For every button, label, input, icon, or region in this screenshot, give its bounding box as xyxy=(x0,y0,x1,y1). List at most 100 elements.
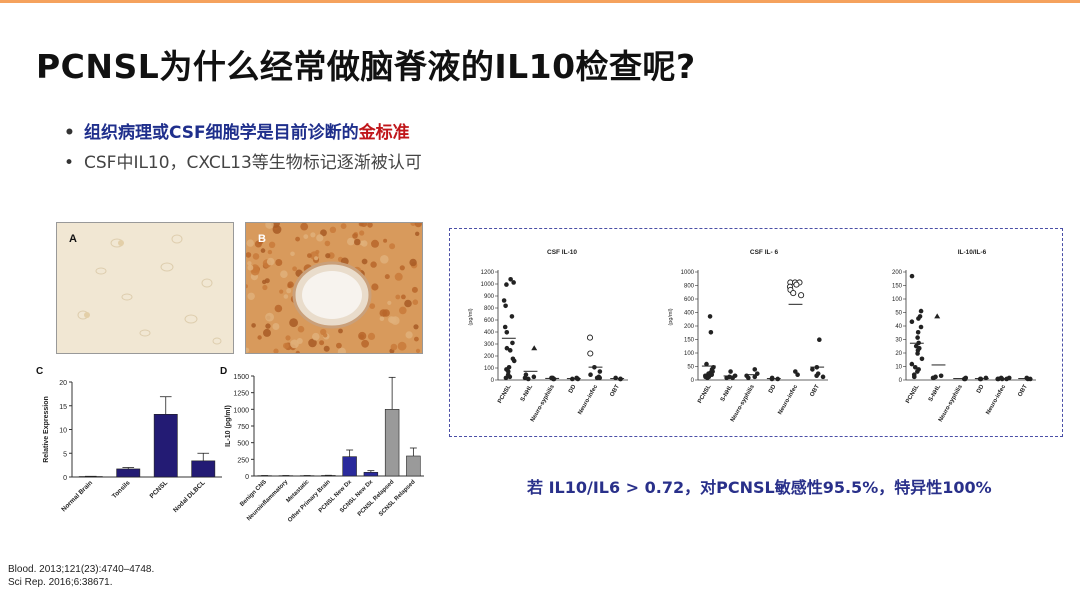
x-category-label: PCNSL Relapsed xyxy=(357,479,396,518)
cell-mark xyxy=(371,239,379,248)
data-point xyxy=(503,303,508,309)
cell-mark xyxy=(371,283,379,291)
y-axis-label: (pg/ml) xyxy=(468,308,474,325)
slide-title: PCNSL为什么经常做脑脊液的IL10检查呢? xyxy=(36,47,696,86)
cell-mark xyxy=(361,339,369,348)
cell-mark xyxy=(336,342,342,349)
data-point xyxy=(504,282,509,287)
data-point xyxy=(795,372,800,377)
x-category-label: DD xyxy=(568,383,578,394)
cell-mark xyxy=(308,338,317,348)
y-axis-label: Relative Expression xyxy=(43,396,50,463)
y-tick-label: 200 xyxy=(892,270,903,276)
cell-mark xyxy=(340,223,347,229)
bar xyxy=(406,455,421,477)
cell-mark xyxy=(260,248,266,253)
cell-mark xyxy=(329,226,337,233)
data-point xyxy=(705,375,710,381)
cell-mark xyxy=(379,316,385,321)
data-point xyxy=(798,292,805,299)
cell-mark xyxy=(273,348,279,353)
cell-mark xyxy=(287,283,292,289)
data-point xyxy=(509,314,515,319)
cell-mark xyxy=(415,231,420,236)
bar xyxy=(363,472,379,477)
data-point xyxy=(793,369,798,374)
cell-mark xyxy=(292,266,297,272)
reference-2: Sci Rep. 2016;6:38671. xyxy=(8,577,113,588)
cell-mark xyxy=(246,347,250,353)
cell-mark xyxy=(354,238,361,246)
data-point xyxy=(746,375,751,381)
top-accent-line xyxy=(0,0,1080,3)
histology-panel-b: B xyxy=(245,222,423,354)
data-point xyxy=(728,369,733,374)
cell-mark xyxy=(405,331,413,339)
x-category-label: OBT xyxy=(609,384,621,398)
scatter-title: CSF IL-10 xyxy=(547,249,577,256)
cell-mark xyxy=(312,332,320,341)
bullet-1-highlight: 金标准 xyxy=(358,123,410,143)
ratio-note: 若 IL10/IL6 > 0.72，对PCNSL敏感性95.5%，特异性100% xyxy=(527,478,992,497)
data-point xyxy=(915,335,920,340)
cell-mark xyxy=(295,236,300,242)
cell-mark xyxy=(275,259,283,266)
data-point xyxy=(810,367,815,372)
scatter-charts: CSF IL-10010020030040060080090010001200(… xyxy=(468,249,1036,423)
data-point xyxy=(915,351,920,356)
cell-mark xyxy=(383,238,388,243)
data-point xyxy=(507,374,513,380)
cell-mark xyxy=(303,234,309,239)
data-point xyxy=(531,374,537,380)
cell-mark xyxy=(246,284,248,289)
cell-mark xyxy=(347,237,355,246)
cell-mark xyxy=(257,335,262,340)
y-tick-label: 250 xyxy=(237,457,249,464)
cell-mark xyxy=(279,289,284,294)
x-category-label: DD xyxy=(976,383,986,394)
bullet-list: • 组织病理或CSF细胞学是目前诊断的金标准 • CSF中IL10，CXCL13等生… xyxy=(64,118,422,178)
cell-mark xyxy=(382,309,390,317)
y-tick-label: 800 xyxy=(684,284,695,290)
data-point xyxy=(938,373,944,379)
data-point xyxy=(501,298,507,303)
y-tick-label: 1200 xyxy=(481,270,495,276)
cell-mark xyxy=(395,294,401,300)
y-tick-label: 30 xyxy=(895,338,902,344)
cell-mark xyxy=(323,345,330,352)
x-category-label: Neuro-syphilis xyxy=(530,383,556,423)
histology-a-image xyxy=(57,223,233,353)
cell-mark xyxy=(367,332,376,340)
cell-mark xyxy=(267,249,273,255)
data-point xyxy=(730,375,735,381)
cell-mark xyxy=(289,318,298,328)
data-point xyxy=(551,376,557,382)
x-category-label: S-NHL xyxy=(520,384,535,403)
chart-c: C 0 5 10 15 20 Relative Expression Normal Brain… xyxy=(36,366,222,514)
y-axis-label: (pg/ml) xyxy=(668,308,674,325)
bar xyxy=(384,409,400,477)
cell-mark xyxy=(283,342,289,349)
cell-mark xyxy=(310,232,316,238)
y-tick-label: 0 xyxy=(245,474,249,481)
panel-b-label: B xyxy=(258,233,266,245)
cell-mark xyxy=(414,223,422,228)
y-tick-label: 10 xyxy=(895,365,902,371)
cell-mark xyxy=(307,253,312,258)
y-tick-label: 1000 xyxy=(233,407,249,414)
data-point xyxy=(931,375,937,381)
cell-mark xyxy=(314,256,319,261)
chart-panel-label: C xyxy=(36,366,43,377)
x-category-label: OBT xyxy=(1017,384,1029,398)
data-point xyxy=(526,376,531,382)
cell-mark xyxy=(412,299,419,305)
chart-panel-label: D xyxy=(220,366,227,377)
y-tick-label: 0 xyxy=(691,378,695,384)
data-point xyxy=(511,358,517,364)
cell-mark xyxy=(409,258,417,267)
bar xyxy=(342,456,357,477)
cell-mark xyxy=(397,341,407,351)
y-tick-label: 0 xyxy=(63,475,67,482)
x-category-label: Tonsils xyxy=(111,479,132,500)
y-tick-label: 5 xyxy=(63,451,67,458)
